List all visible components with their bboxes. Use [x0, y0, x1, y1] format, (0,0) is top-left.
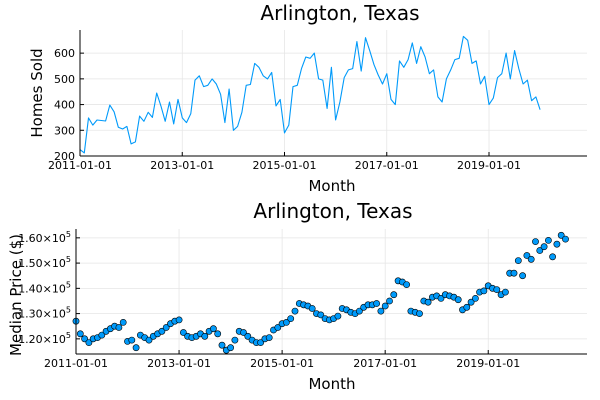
data-point	[386, 297, 393, 305]
data-point	[179, 329, 187, 336]
x-tick-label: 2019-01-01	[457, 159, 521, 172]
data-point	[128, 336, 136, 344]
data-point	[287, 315, 295, 322]
y-tick-label: 200	[54, 150, 75, 163]
y-tick-label: 300	[54, 124, 75, 137]
data-point	[145, 336, 153, 344]
data-point	[81, 335, 88, 343]
data-point	[231, 336, 239, 344]
data-point	[480, 287, 488, 295]
median-price-series	[72, 231, 569, 354]
data-point	[355, 307, 363, 315]
y-tick-label: 1.40×105	[18, 280, 71, 295]
y-tick-label: 500	[54, 73, 75, 86]
chart-title: Arlington, Texas	[253, 199, 412, 223]
data-point	[119, 318, 127, 326]
data-point	[158, 327, 166, 335]
data-point	[308, 305, 316, 312]
x-tick-label: 2011-01-01	[44, 357, 108, 370]
data-point	[85, 339, 93, 346]
data-point	[549, 253, 556, 261]
data-point	[291, 307, 299, 315]
data-point	[424, 298, 432, 306]
data-point	[463, 303, 471, 311]
tick-labels: 2011-01-01 2013-01-01 2015-01-01 2017-01-01…	[48, 30, 587, 172]
data-point	[510, 269, 518, 277]
data-point	[162, 324, 170, 331]
data-point	[527, 255, 535, 263]
data-point	[98, 331, 106, 339]
x-tick-label: 2013-01-01	[150, 159, 214, 172]
data-point	[532, 238, 539, 245]
data-point	[244, 332, 252, 340]
data-point	[175, 316, 183, 324]
data-point	[240, 329, 247, 336]
y-tick-label: 1.30×105	[18, 306, 71, 321]
data-point	[545, 236, 552, 244]
data-point	[390, 291, 398, 299]
data-point	[416, 310, 423, 317]
data-point	[227, 344, 234, 352]
x-tick-label: 2013-01-01	[147, 357, 211, 370]
x-tick-label: 2019-01-01	[456, 357, 520, 370]
data-point	[562, 235, 569, 243]
data-point	[553, 240, 561, 248]
data-point	[282, 318, 290, 326]
data-point	[540, 243, 548, 251]
data-point	[76, 330, 84, 338]
data-point	[437, 294, 445, 302]
data-point	[467, 298, 475, 306]
data-point	[536, 247, 544, 254]
chart-title: Arlington, Texas	[260, 1, 419, 25]
data-point	[317, 311, 325, 319]
x-tick-label: 2017-01-01	[353, 357, 417, 370]
data-point	[334, 312, 342, 320]
data-point	[471, 294, 479, 302]
data-point	[218, 341, 226, 349]
data-point	[201, 332, 209, 340]
y-axis-label: Homes Sold	[28, 48, 46, 137]
data-point	[214, 330, 222, 338]
y-axis-label: Median Price ($)	[7, 234, 25, 356]
tick-labels: 2011-01-01 2013-01-01 2015-01-01 2017-01-01…	[18, 229, 587, 370]
x-tick-label: 2011-01-01	[48, 159, 112, 172]
y-tick-label: 1.50×105	[18, 255, 71, 270]
data-point	[209, 325, 217, 333]
data-point	[115, 324, 123, 331]
data-point	[454, 296, 462, 304]
data-point	[274, 324, 282, 331]
data-point	[132, 344, 140, 352]
data-point	[381, 302, 389, 310]
y-tick-label: 1.60×105	[18, 230, 71, 245]
x-tick-label: 2015-01-01	[253, 159, 317, 172]
y-tick-label: 400	[54, 99, 75, 112]
data-point	[523, 252, 531, 259]
data-point	[373, 300, 380, 307]
x-tick-label: 2015-01-01	[250, 357, 314, 370]
median-price-chart: Arlington, Texas 2011-01-01 2013-01-01 201…	[7, 199, 587, 393]
data-point	[501, 288, 509, 296]
series-line	[79, 35, 541, 154]
data-point	[514, 257, 522, 264]
data-point	[519, 272, 526, 280]
x-axis-label: Month	[308, 177, 355, 195]
data-point	[265, 334, 273, 341]
data-point	[403, 281, 410, 288]
data-point	[557, 231, 565, 239]
homes-sold-chart: Arlington, Texas 2011-01-01 2013-01-01 201…	[28, 1, 587, 195]
x-tick-label: 2017-01-01	[355, 159, 419, 172]
x-axis-label: Month	[308, 375, 355, 393]
homes-sold-series	[79, 35, 541, 154]
data-point	[493, 286, 501, 293]
y-tick-label: 600	[54, 47, 75, 60]
data-point	[377, 307, 385, 315]
y-tick-label: 1.20×105	[18, 331, 71, 346]
data-point	[257, 339, 264, 346]
